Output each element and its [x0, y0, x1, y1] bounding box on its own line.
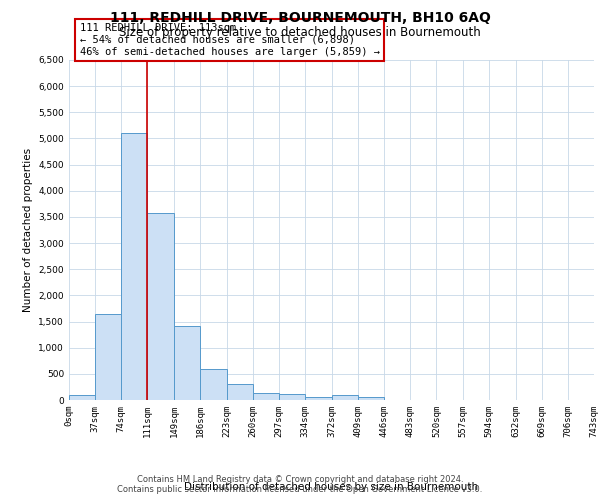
Text: 111 REDHILL DRIVE: 113sqm
← 54% of detached houses are smaller (6,898)
46% of se: 111 REDHILL DRIVE: 113sqm ← 54% of detac… — [79, 24, 380, 56]
Bar — [253, 393, 279, 400]
Bar — [332, 395, 358, 400]
X-axis label: Distribution of detached houses by size in Bournemouth: Distribution of detached houses by size … — [184, 482, 479, 492]
Bar — [95, 314, 121, 400]
Bar — [148, 212, 174, 400]
Y-axis label: Number of detached properties: Number of detached properties — [23, 148, 33, 312]
Bar — [200, 369, 227, 400]
Bar — [279, 394, 305, 400]
Text: Size of property relative to detached houses in Bournemouth: Size of property relative to detached ho… — [119, 26, 481, 39]
Bar — [358, 398, 384, 400]
Bar — [174, 326, 200, 400]
Bar — [227, 384, 253, 400]
Bar — [121, 133, 148, 400]
Text: Contains HM Land Registry data © Crown copyright and database right 2024.
Contai: Contains HM Land Registry data © Crown c… — [118, 474, 482, 494]
Bar — [305, 397, 332, 400]
Bar — [69, 395, 95, 400]
Text: 111, REDHILL DRIVE, BOURNEMOUTH, BH10 6AQ: 111, REDHILL DRIVE, BOURNEMOUTH, BH10 6A… — [110, 12, 490, 26]
